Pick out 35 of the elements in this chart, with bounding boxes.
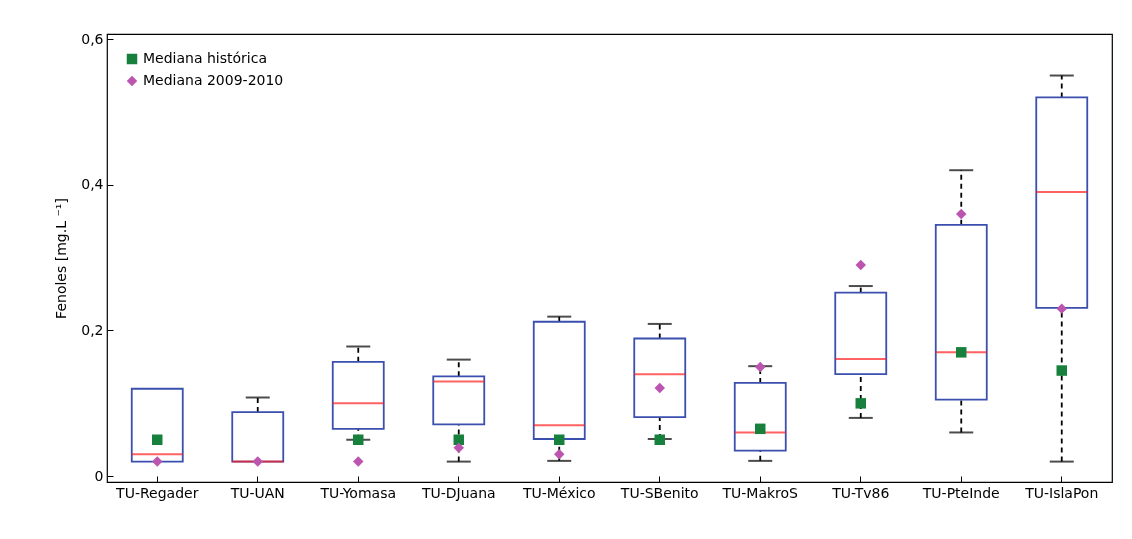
point [554, 434, 565, 445]
point [1056, 365, 1067, 376]
point [855, 398, 866, 409]
y-tick-label: 0,2 [81, 321, 104, 338]
point [855, 259, 866, 271]
point [1056, 303, 1067, 314]
point [453, 442, 464, 454]
point [353, 434, 364, 445]
x-tick-label: TU-SBenito [619, 484, 699, 501]
y-tick-label: 0 [94, 467, 104, 484]
x-tick-label: TU-UAN [229, 484, 285, 501]
x-tick-label: TU-México [521, 484, 596, 501]
point [554, 449, 565, 460]
x-tick-label: TU-PteInde [921, 484, 1000, 501]
y-axis-title: Fenoles [mg.L ⁻¹] [53, 198, 70, 319]
point [353, 456, 364, 467]
x-tick-label: TU-MakroS [721, 484, 799, 501]
point [252, 456, 263, 467]
point [152, 456, 163, 467]
point [755, 361, 766, 373]
point [956, 208, 967, 220]
x-tick-label: TU-Yomasa [319, 484, 397, 501]
legend-label: Mediana 2009-2010 [143, 72, 284, 88]
point [755, 423, 766, 435]
x-tick-label: TU-Regader [115, 484, 199, 501]
point [152, 434, 163, 445]
legend-label: Mediana histórica [143, 50, 267, 66]
x-tick-label: TU-Tv86 [831, 484, 890, 501]
point [956, 347, 967, 358]
point [654, 382, 665, 394]
x-tick-label: TU-IslaPon [1024, 484, 1099, 501]
y-tick-label: 0,6 [81, 30, 104, 47]
point [654, 434, 665, 445]
y-tick-label: 0,4 [81, 176, 104, 193]
x-tick-label: TU-DJuana [420, 484, 496, 501]
